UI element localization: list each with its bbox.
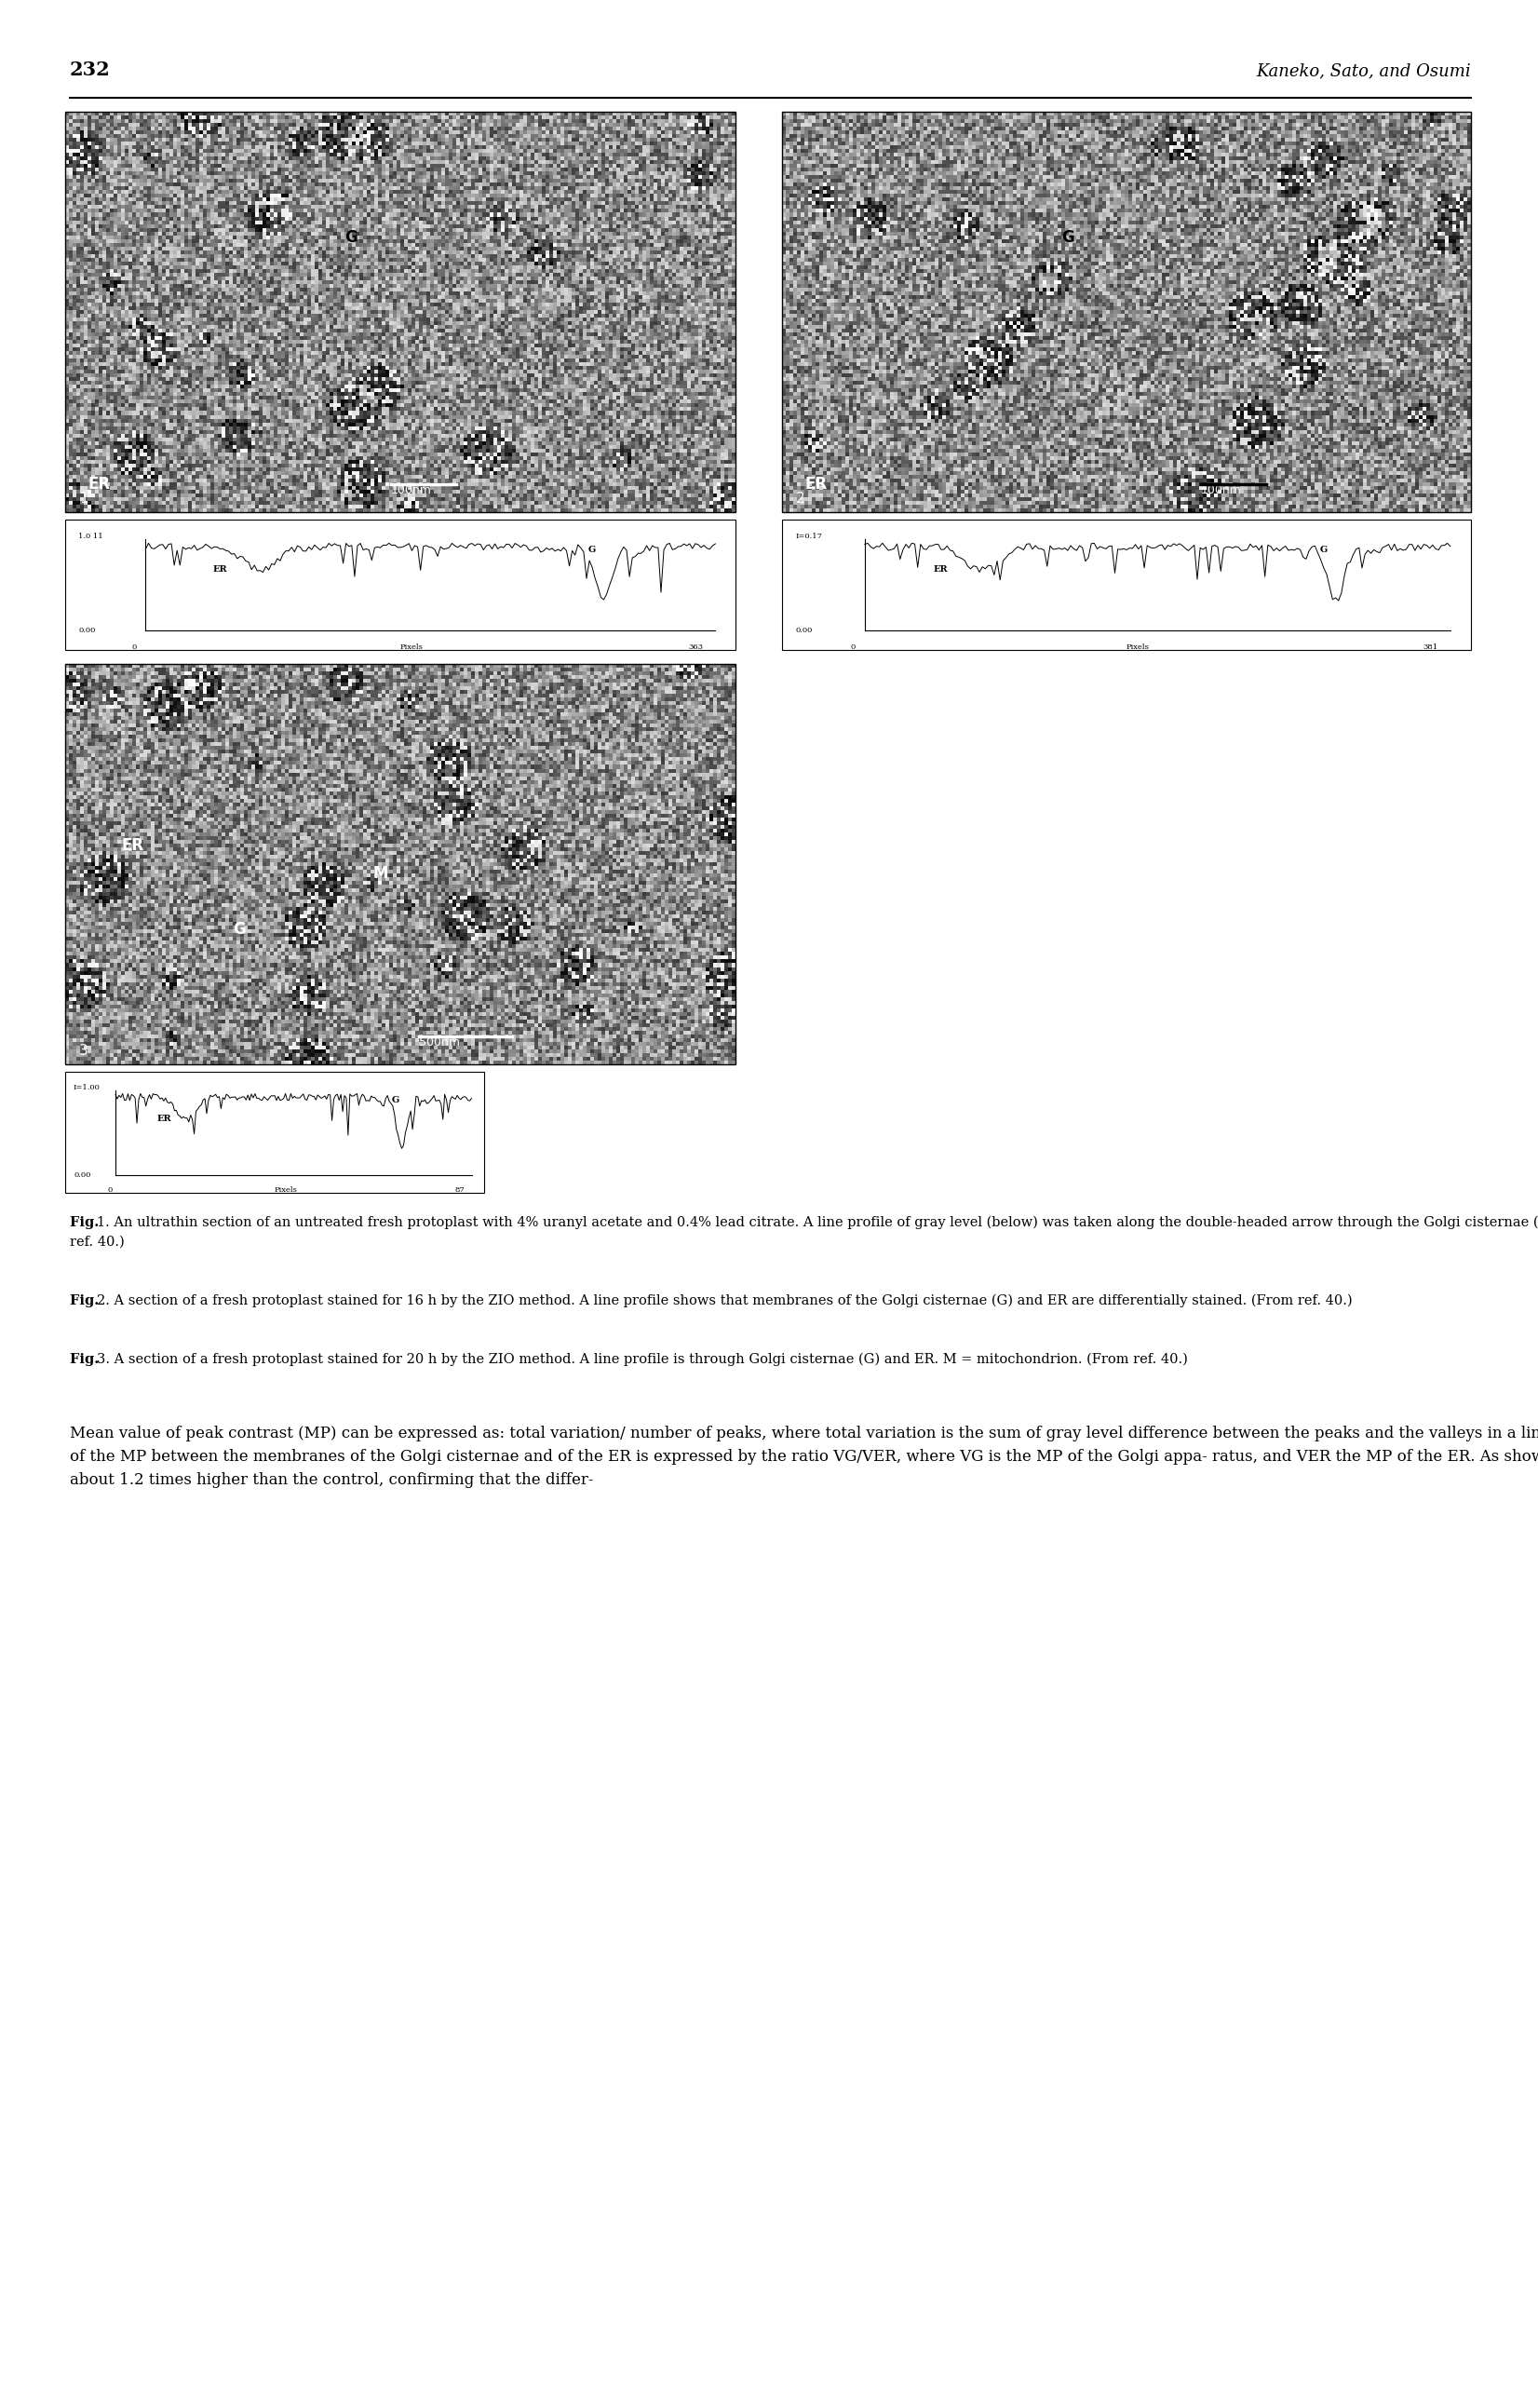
Text: I=1.00: I=1.00: [74, 1084, 100, 1091]
Text: 0: 0: [132, 643, 137, 650]
Text: 100nm: 100nm: [1201, 484, 1241, 496]
Text: 1. An ultrathin section of an untreated fresh protoplast with 4% uranyl acetate : 1. An ultrathin section of an untreated …: [97, 1216, 1538, 1230]
Text: ER: ER: [122, 838, 143, 855]
Text: ref. 40.): ref. 40.): [69, 1235, 125, 1250]
Text: of the MP between the membranes of the Golgi cisternae and of the ER is expresse: of the MP between the membranes of the G…: [69, 1450, 1538, 1464]
Text: Pixels: Pixels: [275, 1187, 298, 1194]
Text: ER: ER: [212, 566, 228, 573]
Text: 363: 363: [689, 643, 703, 650]
Text: 232: 232: [69, 60, 111, 79]
Bar: [65, 1072, 484, 1192]
Text: 0: 0: [108, 1187, 112, 1194]
Text: Pixels: Pixels: [400, 643, 423, 650]
Text: ER: ER: [806, 477, 827, 494]
Text: 100nm: 100nm: [391, 484, 432, 496]
Text: Pixels: Pixels: [1126, 643, 1150, 650]
Text: Fig.: Fig.: [69, 1216, 103, 1228]
Bar: [65, 520, 735, 650]
Text: G: G: [345, 229, 357, 246]
Text: G: G: [1320, 547, 1327, 554]
Text: 2: 2: [797, 491, 804, 506]
Text: 500nm: 500nm: [418, 1035, 460, 1047]
Text: ER: ER: [89, 477, 111, 494]
Text: Kaneko, Sato, and Osumi: Kaneko, Sato, and Osumi: [1257, 63, 1470, 79]
Text: 87: 87: [455, 1187, 464, 1194]
Text: G: G: [1061, 229, 1074, 246]
Text: Fig.: Fig.: [69, 1353, 103, 1365]
Text: 2. A section of a fresh protoplast stained for 16 h by the ZIO method. A line pr: 2. A section of a fresh protoplast stain…: [97, 1296, 1352, 1308]
Text: 3: 3: [78, 1043, 88, 1057]
Text: 0: 0: [851, 643, 855, 650]
Bar: [65, 111, 735, 513]
Text: G: G: [392, 1096, 400, 1105]
Text: 0.00: 0.00: [795, 626, 814, 633]
Text: I=0.17: I=0.17: [795, 532, 823, 539]
Text: 0.00: 0.00: [74, 1170, 91, 1178]
Text: ER: ER: [157, 1115, 172, 1122]
Text: 0.00: 0.00: [78, 626, 95, 633]
Text: M: M: [372, 864, 388, 881]
Text: G: G: [232, 920, 246, 937]
Text: Mean value of peak contrast (MP) can be expressed as: total variation/ number of: Mean value of peak contrast (MP) can be …: [69, 1426, 1538, 1442]
Text: 3. A section of a fresh protoplast stained for 20 h by the ZIO method. A line pr: 3. A section of a fresh protoplast stain…: [97, 1353, 1187, 1365]
Text: 1.0 11: 1.0 11: [78, 532, 103, 539]
Text: 381: 381: [1423, 643, 1438, 650]
Text: G: G: [588, 547, 595, 554]
Text: ER: ER: [934, 566, 947, 573]
Bar: [781, 111, 1470, 513]
Text: 1: 1: [78, 491, 88, 506]
Text: Fig.: Fig.: [69, 1296, 103, 1308]
Bar: [65, 665, 735, 1064]
Bar: [781, 520, 1470, 650]
Text: about 1.2 times higher than the control, confirming that the differ-: about 1.2 times higher than the control,…: [69, 1471, 594, 1488]
